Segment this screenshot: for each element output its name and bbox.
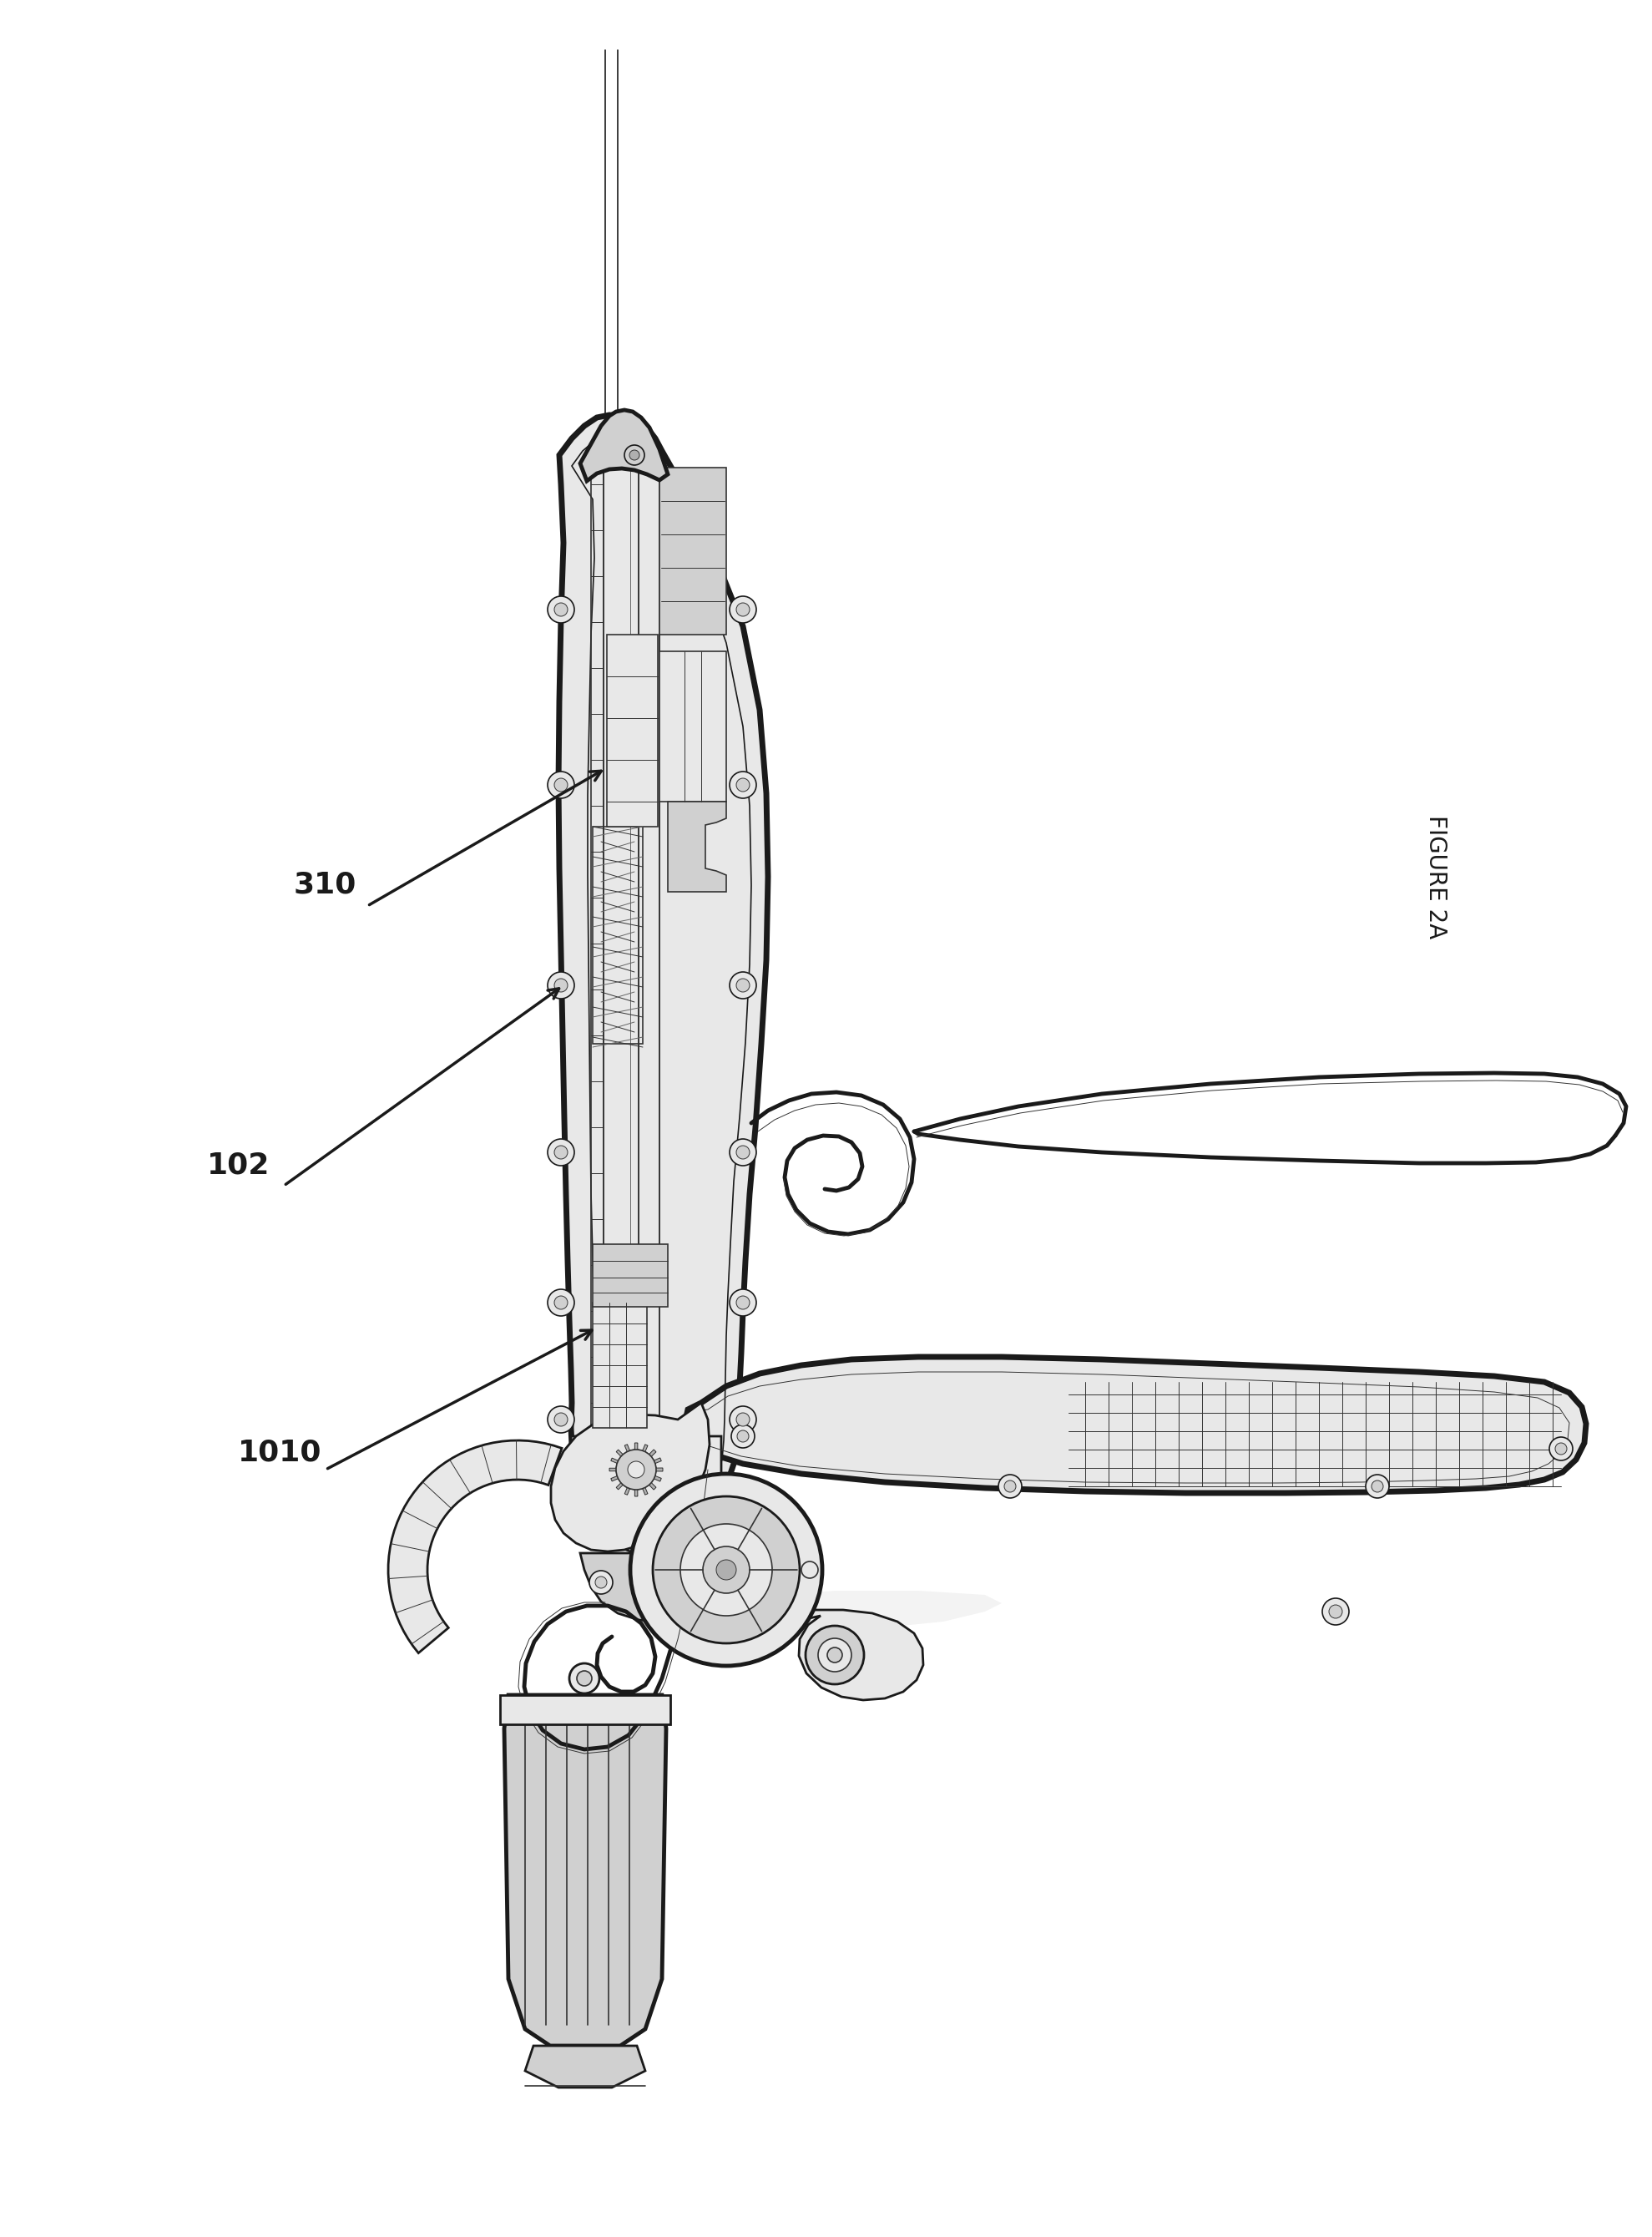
Circle shape [818,1637,851,1671]
Circle shape [1366,1474,1389,1499]
Circle shape [547,772,575,799]
Circle shape [1004,1481,1016,1492]
Circle shape [1371,1481,1383,1492]
Circle shape [1322,1597,1350,1624]
Circle shape [737,1145,750,1159]
Text: 1010: 1010 [238,1438,322,1467]
Polygon shape [580,409,667,481]
Polygon shape [558,416,768,1521]
Text: 102: 102 [206,1150,269,1179]
Circle shape [730,1139,757,1165]
Circle shape [702,1546,750,1593]
Circle shape [737,1414,750,1427]
Circle shape [631,1474,823,1667]
Circle shape [1328,1604,1343,1617]
Polygon shape [659,468,727,635]
Circle shape [828,1646,843,1662]
Circle shape [730,971,757,998]
Polygon shape [525,2047,646,2087]
Circle shape [737,1295,750,1309]
Polygon shape [593,1302,648,1427]
Circle shape [616,1450,656,1490]
Polygon shape [606,635,657,828]
Polygon shape [727,1611,923,1700]
Circle shape [730,772,757,799]
Circle shape [710,1577,722,1588]
Polygon shape [501,1696,671,1725]
Circle shape [624,445,644,465]
Circle shape [547,971,575,998]
Circle shape [730,597,757,622]
Circle shape [737,1429,748,1443]
Circle shape [570,1664,600,1693]
Polygon shape [580,1552,724,1622]
Circle shape [801,1561,818,1577]
Polygon shape [388,1441,562,1653]
Circle shape [1555,1443,1566,1454]
Polygon shape [727,1591,1001,1631]
Circle shape [1550,1436,1573,1461]
Polygon shape [504,1696,666,2047]
Circle shape [547,1407,575,1434]
Circle shape [547,597,575,622]
Circle shape [730,1289,757,1315]
Polygon shape [552,1403,710,1552]
Circle shape [555,978,568,991]
Polygon shape [659,651,727,801]
Text: FIGURE 2A: FIGURE 2A [1424,814,1447,940]
Circle shape [737,778,750,792]
Polygon shape [593,1244,667,1306]
Circle shape [732,1425,755,1447]
Circle shape [653,1497,800,1644]
Circle shape [555,1145,568,1159]
Circle shape [555,604,568,615]
Circle shape [730,1407,757,1434]
Polygon shape [684,1358,1586,1492]
Polygon shape [572,1436,722,1552]
Circle shape [681,1523,771,1615]
Circle shape [577,1671,591,1687]
Circle shape [737,978,750,991]
Text: 310: 310 [294,870,357,899]
Circle shape [555,1295,568,1309]
Circle shape [595,1577,606,1588]
Circle shape [547,1139,575,1165]
Polygon shape [610,1443,662,1497]
Circle shape [555,778,568,792]
Circle shape [590,1570,613,1595]
Circle shape [629,450,639,461]
Circle shape [547,1289,575,1315]
Circle shape [555,1414,568,1427]
Circle shape [704,1570,729,1595]
Circle shape [806,1626,864,1684]
Circle shape [998,1474,1021,1499]
Circle shape [717,1559,737,1579]
Polygon shape [667,801,727,893]
Circle shape [737,604,750,615]
Circle shape [628,1461,644,1479]
